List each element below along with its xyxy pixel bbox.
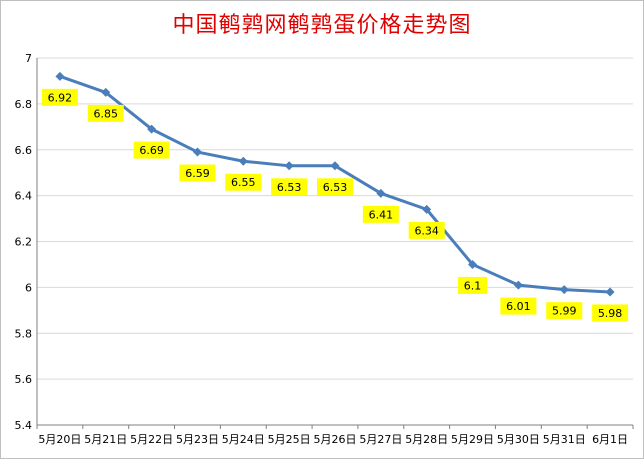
data-point <box>605 287 615 297</box>
data-point <box>147 124 157 134</box>
x-tick-label: 5月23日 <box>176 433 219 446</box>
x-tick-label: 5月20日 <box>38 433 81 446</box>
data-label: 6.92 <box>48 91 73 104</box>
x-tick-label: 5月29日 <box>451 433 494 446</box>
data-point <box>513 280 523 290</box>
data-point <box>284 161 294 171</box>
y-tick-label: 7 <box>25 52 32 65</box>
data-label: 6.85 <box>94 107 119 120</box>
data-label: 5.98 <box>598 307 623 320</box>
data-label-bg <box>500 297 537 315</box>
x-tick-label: 5月30日 <box>497 433 540 446</box>
x-tick-label: 5月28日 <box>405 433 448 446</box>
data-label: 6.1 <box>464 279 482 292</box>
x-tick-label: 5月27日 <box>359 433 402 446</box>
data-label-bg <box>592 304 629 322</box>
x-tick-label: 5月21日 <box>84 433 127 446</box>
data-label-bg <box>41 88 78 106</box>
x-tick-label: 5月22日 <box>130 433 173 446</box>
data-point <box>192 147 202 157</box>
y-tick-label: 5.8 <box>15 327 33 340</box>
data-label-bg <box>362 205 399 223</box>
data-label: 6.41 <box>369 208 394 221</box>
x-tick-label: 5月31日 <box>543 433 586 446</box>
x-tick-label: 5月26日 <box>314 433 357 446</box>
data-point <box>422 204 432 214</box>
data-label-bg <box>546 302 583 320</box>
data-label: 5.99 <box>552 305 577 318</box>
data-point <box>468 259 478 269</box>
data-point <box>101 87 111 97</box>
x-tick-label: 6月1日 <box>592 433 628 446</box>
data-label-bg <box>87 104 124 122</box>
y-tick-label: 5.4 <box>15 419 33 432</box>
data-label-bg <box>271 178 308 196</box>
data-label: 6.01 <box>506 300 531 313</box>
data-label: 6.53 <box>323 181 348 194</box>
data-label-bg <box>408 221 445 239</box>
data-label-bg <box>225 173 262 191</box>
data-label: 6.53 <box>277 181 302 194</box>
y-tick-label: 6.6 <box>15 144 33 157</box>
x-tick-label: 5月24日 <box>222 433 265 446</box>
data-point <box>55 71 65 81</box>
data-label-bg <box>133 141 170 159</box>
data-label: 6.69 <box>139 144 164 157</box>
y-tick-label: 5.6 <box>15 373 33 386</box>
data-label: 6.59 <box>185 167 210 180</box>
y-tick-label: 6.2 <box>15 236 33 249</box>
chart-title: 中国鹌鹑网鹌鹑蛋价格走势图 <box>172 13 472 38</box>
data-label: 6.34 <box>414 224 439 237</box>
data-label-bg <box>458 276 488 294</box>
data-point <box>376 188 386 198</box>
data-point <box>330 161 340 171</box>
data-label: 6.55 <box>231 176 256 189</box>
data-label-bg <box>317 178 353 196</box>
y-tick-label: 6.8 <box>15 98 33 111</box>
data-label-bg <box>179 164 216 182</box>
x-tick-label: 5月25日 <box>268 433 311 446</box>
data-point <box>559 285 569 295</box>
data-point <box>238 156 248 166</box>
y-tick-label: 6 <box>25 281 32 294</box>
y-tick-label: 6.4 <box>15 190 33 203</box>
